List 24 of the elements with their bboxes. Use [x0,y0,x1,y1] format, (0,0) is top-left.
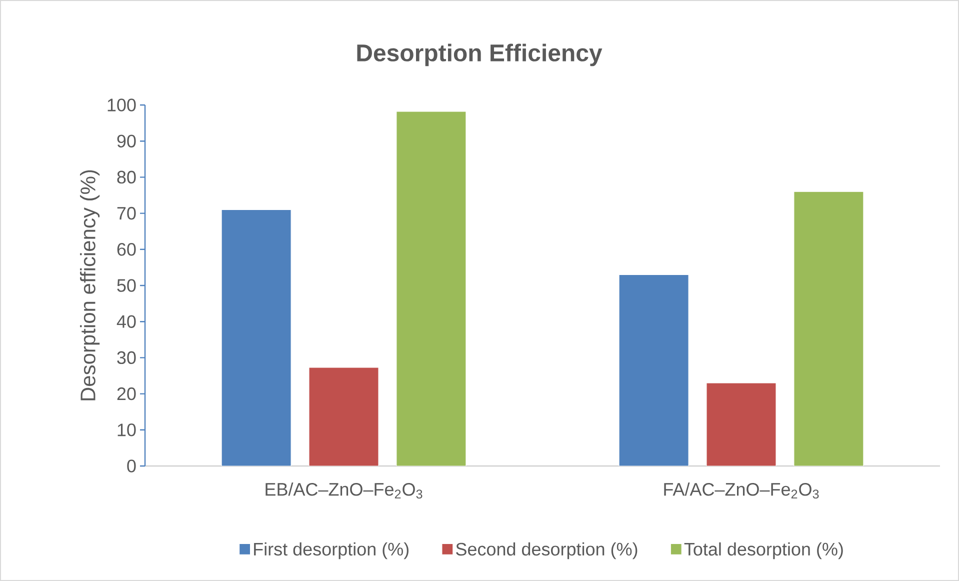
y-tick-label: 30 [117,351,136,364]
bar [794,191,864,466]
y-tick-label: 80 [117,170,136,184]
legend-label: First desorption (%) [254,542,408,560]
bar [706,382,776,466]
legend-label: Total desorption (%) [684,542,843,560]
y-tick-label: 100 [108,98,136,112]
bar [221,209,292,466]
bar [396,111,466,466]
y-axis-title: Desorption efficiency (%) [80,170,100,400]
y-tick-label: 40 [116,315,136,328]
y-tick-label: 20 [117,387,136,400]
y-tick-label: 50 [117,279,136,292]
y-tick-label: 60 [117,243,136,256]
y-tick-label: 90 [117,134,136,148]
x-tick-label: FA/AC–ZnO–Fe$_{2}$O$_{3}$ [664,482,819,499]
y-tick-label: 70 [117,206,136,220]
y-tick-label: 0 [127,460,136,472]
bar [618,274,689,466]
chart-title: Desorption Efficiency [357,44,602,66]
x-tick-label: EB/AC–ZnO–Fe$_{2}$O$_{3}$ [266,482,422,499]
bar [308,367,379,466]
y-tick-label: 10 [118,424,136,436]
legend-label: Second desorption (%) [456,542,638,560]
